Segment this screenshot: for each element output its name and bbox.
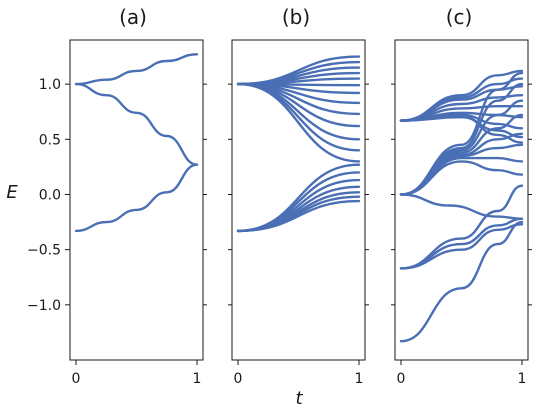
x-tick-label: 1 <box>355 371 364 387</box>
x-tick-label: 1 <box>518 371 527 387</box>
panel-c: (c) 0 1 <box>391 5 532 387</box>
panel-b-series-line <box>236 82 361 128</box>
panel-a-series-line <box>74 82 199 166</box>
y-tick-label: 0.0 <box>39 187 61 203</box>
panel-a-frame <box>69 39 204 361</box>
x-tick-label: 0 <box>234 371 243 387</box>
x-tick-label: 1 <box>193 371 202 387</box>
x-axis-label: t <box>295 388 303 409</box>
panel-b: (b) 0 1 <box>228 5 369 387</box>
panel-c-series-line <box>399 104 524 122</box>
panel-c-series-line <box>399 184 524 270</box>
panel-c-series-line <box>399 71 524 196</box>
x-tick-label: 0 <box>397 371 406 387</box>
panel-c-series-line <box>399 217 524 270</box>
panel-c-frame <box>394 39 529 361</box>
panel-c-series-line <box>399 94 524 122</box>
panel-b-series-line <box>236 199 361 233</box>
panel-b-frame <box>231 39 366 361</box>
panel-c-series-line <box>399 160 524 196</box>
y-tick-label: −0.5 <box>27 243 61 259</box>
panel-b-title: (b) <box>282 5 310 29</box>
y-axis-label: E <box>6 182 18 203</box>
panel-b-series-line <box>236 82 361 163</box>
panel-c-title: (c) <box>446 5 473 29</box>
panel-c-series-line <box>399 193 524 220</box>
panel-c-series-line <box>399 220 524 343</box>
panel-a-series-line <box>74 53 199 86</box>
y-tick-label: 1.0 <box>39 77 61 93</box>
panel-c-series-line <box>399 223 524 270</box>
panel-b-marks <box>236 55 361 233</box>
panel-c-series-line <box>399 85 524 122</box>
panel-a: (a) 0 1 1.0 0.5 0.0 −0.5 −1.0 <box>27 5 207 387</box>
panel-c-marks <box>399 69 524 343</box>
x-tick-label: 0 <box>72 371 81 387</box>
panel-a-series-line <box>74 163 199 233</box>
panel-a-marks <box>74 53 199 233</box>
y-tick-label: 0.5 <box>39 132 61 148</box>
panel-a-title: (a) <box>119 5 147 29</box>
y-tick-label: −1.0 <box>27 298 61 314</box>
